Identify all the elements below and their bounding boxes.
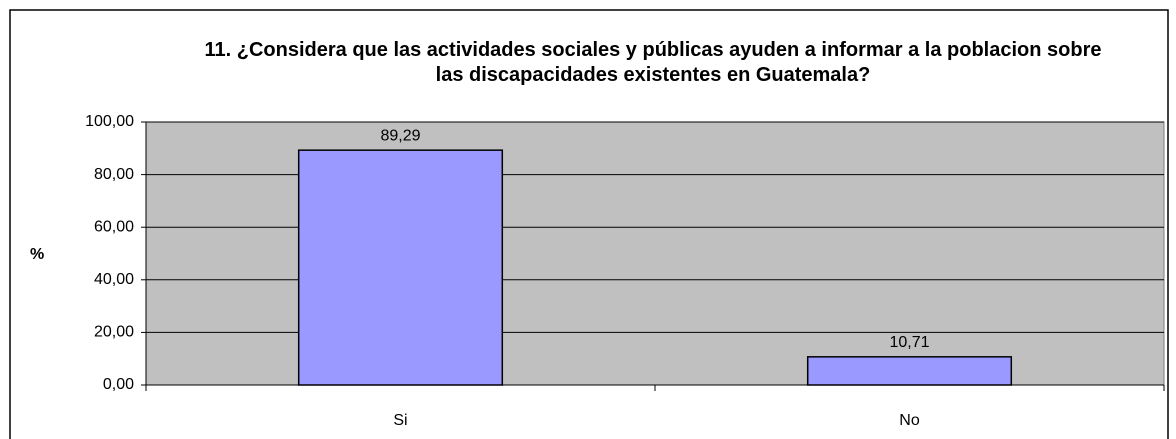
y-tick-label: 0,00 (103, 376, 134, 393)
bar (297, 149, 504, 386)
chart-title-text: 11. ¿Considera que las actividades socia… (204, 39, 1102, 86)
y-tick-label: 40,00 (94, 271, 134, 288)
chart-title: 11. ¿Considera que las actividades socia… (138, 38, 1168, 88)
y-tick-label: 100,00 (85, 113, 134, 130)
y-axis-label: % (30, 246, 44, 263)
data-label: 89,29 (380, 127, 420, 144)
bar (806, 356, 1013, 386)
y-tick-label: 60,00 (94, 218, 134, 235)
x-tick-label: Si (393, 412, 407, 429)
data-label: 10,71 (889, 334, 929, 351)
x-tick-label: No (899, 412, 920, 429)
y-tick-label: 80,00 (94, 166, 134, 183)
y-tick-label: 20,00 (94, 324, 134, 341)
